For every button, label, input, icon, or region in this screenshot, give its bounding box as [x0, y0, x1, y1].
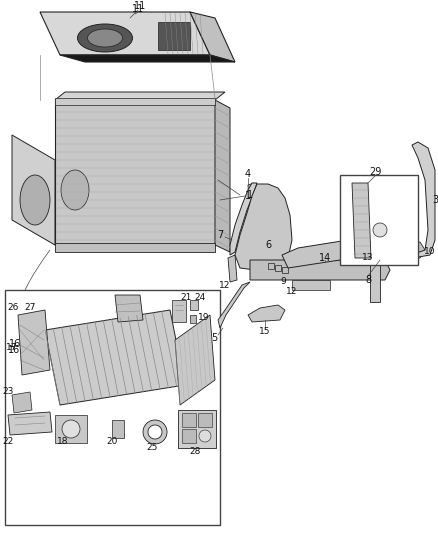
Polygon shape	[248, 183, 258, 252]
Text: 11: 11	[132, 4, 144, 14]
Bar	[190, 300, 198, 310]
Text: 18: 18	[57, 438, 69, 447]
Bar	[292, 280, 330, 290]
Circle shape	[199, 430, 211, 442]
Bar	[370, 262, 380, 302]
Polygon shape	[60, 55, 235, 62]
Bar	[182, 413, 196, 427]
Polygon shape	[12, 135, 55, 245]
Polygon shape	[388, 242, 425, 262]
Text: 17: 17	[6, 343, 18, 352]
Circle shape	[62, 420, 80, 438]
Polygon shape	[55, 243, 215, 252]
Ellipse shape	[61, 170, 89, 210]
Bar	[112, 420, 124, 438]
Polygon shape	[230, 183, 257, 255]
Text: 22: 22	[2, 438, 14, 447]
Polygon shape	[190, 12, 235, 62]
Polygon shape	[282, 205, 415, 268]
Ellipse shape	[20, 175, 50, 225]
Text: 24: 24	[194, 293, 205, 302]
Text: 25: 25	[146, 442, 158, 451]
Bar	[172, 300, 186, 322]
Text: 7: 7	[217, 230, 223, 240]
Polygon shape	[248, 305, 285, 322]
Polygon shape	[215, 100, 230, 252]
Text: 3: 3	[432, 195, 438, 205]
Polygon shape	[228, 255, 237, 282]
Text: 13: 13	[362, 254, 374, 262]
Text: 14: 14	[319, 253, 331, 263]
Text: 19: 19	[198, 313, 210, 322]
Text: 23: 23	[2, 387, 14, 397]
Polygon shape	[218, 282, 250, 328]
Text: 1: 1	[247, 190, 253, 200]
Circle shape	[373, 223, 387, 237]
Polygon shape	[250, 260, 390, 280]
Polygon shape	[382, 142, 435, 262]
Polygon shape	[12, 392, 32, 413]
Text: 28: 28	[189, 447, 201, 456]
Text: 16: 16	[8, 345, 20, 355]
Text: 6: 6	[265, 240, 271, 250]
Ellipse shape	[88, 29, 123, 47]
Polygon shape	[175, 315, 215, 405]
Text: 1: 1	[245, 191, 251, 201]
Text: 12: 12	[286, 287, 298, 296]
Polygon shape	[158, 22, 190, 50]
Text: 4: 4	[245, 169, 251, 179]
Text: 20: 20	[106, 438, 118, 447]
Polygon shape	[18, 310, 50, 375]
Text: 8: 8	[365, 275, 371, 285]
Bar	[268, 263, 274, 269]
Text: 15: 15	[259, 327, 271, 336]
Bar	[282, 267, 288, 273]
Text: 12: 12	[219, 280, 231, 289]
Text: 21: 21	[180, 293, 192, 302]
Text: 5: 5	[211, 333, 217, 343]
Text: 10: 10	[424, 247, 436, 256]
Polygon shape	[352, 183, 371, 258]
Bar	[182, 429, 196, 443]
Bar	[5, 290, 220, 525]
Bar	[275, 265, 281, 271]
Bar	[340, 175, 418, 265]
Polygon shape	[45, 310, 185, 405]
Text: 9: 9	[280, 278, 286, 287]
Text: 11: 11	[134, 1, 146, 11]
Polygon shape	[55, 100, 215, 245]
Bar	[178, 410, 216, 448]
Ellipse shape	[78, 24, 133, 52]
Text: 27: 27	[25, 303, 35, 312]
Polygon shape	[40, 12, 210, 55]
Polygon shape	[115, 295, 143, 322]
Polygon shape	[55, 98, 215, 105]
Text: 29: 29	[369, 167, 381, 177]
Text: 26: 26	[7, 303, 19, 312]
Bar	[190, 315, 196, 323]
Bar	[55, 415, 87, 443]
Polygon shape	[8, 412, 52, 435]
Polygon shape	[235, 184, 292, 270]
Polygon shape	[55, 92, 225, 100]
Bar	[198, 413, 212, 427]
Text: 16: 16	[9, 339, 21, 349]
